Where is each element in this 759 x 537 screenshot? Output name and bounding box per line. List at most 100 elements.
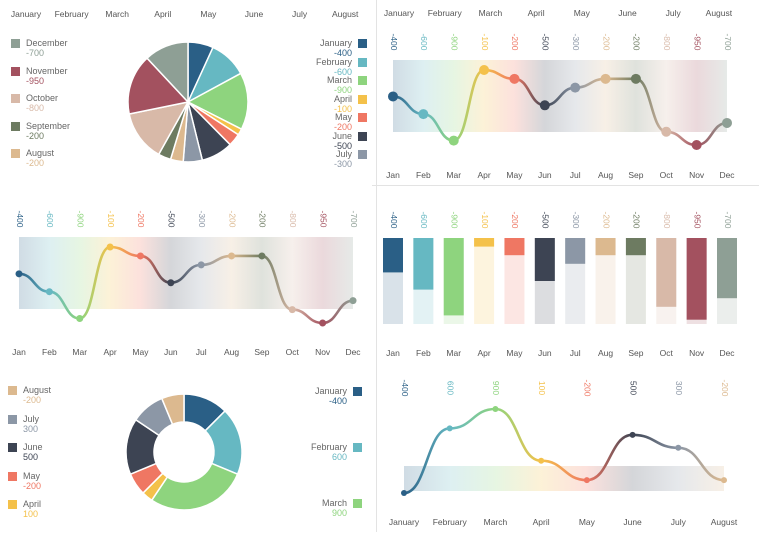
x-tick-label: Nov xyxy=(315,347,331,357)
value-label: -600 xyxy=(419,211,429,228)
bar xyxy=(595,238,616,256)
data-point xyxy=(448,135,459,146)
legend-label: May xyxy=(23,470,41,481)
legend-text: May -200 xyxy=(334,112,352,132)
month-label: August xyxy=(332,9,359,19)
legend-label: September xyxy=(26,120,71,131)
bar xyxy=(686,238,707,320)
data-point xyxy=(388,91,398,102)
month-label: April xyxy=(154,9,171,19)
legend-swatch xyxy=(353,387,362,396)
x-tick-label: Jan xyxy=(386,170,400,180)
x-tick-label: April xyxy=(533,517,550,527)
bar xyxy=(717,238,737,299)
data-point xyxy=(15,270,23,278)
value-label: 500 xyxy=(628,381,638,395)
x-tick-label: Feb xyxy=(416,170,431,180)
bar-track xyxy=(504,238,525,324)
data-point xyxy=(539,100,550,111)
legend-label: March xyxy=(321,498,347,508)
legend-label: November xyxy=(26,65,68,76)
legend-swatch xyxy=(11,149,20,158)
legend-item: June -500 xyxy=(332,131,367,151)
value-label: -200 xyxy=(258,210,268,227)
x-tick-label: Feb xyxy=(42,347,57,357)
data-point xyxy=(722,117,732,128)
x-tick-label: July xyxy=(671,517,687,527)
x-tick-label: February xyxy=(433,517,468,527)
x-tick-label: Jan xyxy=(12,347,26,357)
value-label: -500 xyxy=(541,211,551,228)
value-label: -950 xyxy=(318,210,328,227)
legend-label: April xyxy=(23,499,42,509)
legend-item: April 100 xyxy=(8,499,41,519)
x-tick-label: May xyxy=(579,517,596,527)
x-tick-label: Jun xyxy=(538,348,552,358)
month-label: March xyxy=(105,9,129,19)
x-tick-label: Jun xyxy=(538,170,552,180)
x-tick-label: Nov xyxy=(689,170,705,180)
data-point xyxy=(319,319,327,327)
value-label: -300 xyxy=(197,210,207,227)
legend-value: -200 xyxy=(333,122,352,132)
x-tick-label: June xyxy=(623,517,642,527)
pie-chart-panel: January February March April May June July Augu… xyxy=(0,0,376,185)
legend-value: -900 xyxy=(333,85,352,95)
x-tick-label: Dec xyxy=(719,170,735,180)
legend-swatch xyxy=(11,39,20,48)
line-chart-top: -400 -600 -900 -100 -200 -500 -300 -200 -200 -800… xyxy=(384,8,735,180)
legend-text: February 600 xyxy=(311,442,347,462)
value-label: -200 xyxy=(720,379,730,396)
data-point xyxy=(197,261,205,269)
month-label: July xyxy=(292,9,308,19)
legend-value: -300 xyxy=(333,159,352,169)
bar xyxy=(443,238,464,316)
x-tick-label: Apr xyxy=(477,170,490,180)
legend-text: July 300 xyxy=(23,414,39,434)
donut-chart-panel: August -200 July 300 June 500 May -200 April 100 … xyxy=(0,366,376,532)
x-tick-label: Sep xyxy=(628,348,643,358)
legend-label: January xyxy=(319,38,352,48)
bar-track xyxy=(595,238,616,324)
legend-swatch xyxy=(11,94,20,103)
month-label: June xyxy=(245,9,264,19)
data-point xyxy=(349,297,357,305)
value-label: 600 xyxy=(445,381,455,395)
x-tick-label: Sep xyxy=(628,170,643,180)
data-point xyxy=(167,279,175,287)
pie-slice xyxy=(145,41,189,104)
line-chart-middle: -400 -600 -900 -100 -200 -500 -300 -200 -200 -800… xyxy=(12,210,361,357)
donut-chart xyxy=(125,393,243,511)
value-label: -700 xyxy=(349,210,359,227)
legend-swatch xyxy=(353,443,362,452)
x-tick-label: Aug xyxy=(598,170,613,180)
x-tick-label: Jan xyxy=(386,348,400,358)
legend-item: July 300 xyxy=(8,414,39,434)
month-label: May xyxy=(574,8,591,18)
x-tick-label: Jul xyxy=(570,348,581,358)
legend-swatch xyxy=(358,76,367,85)
line-chart-panel-bottom: -400 600 900 100 -200 500 300 -200 January Februa… xyxy=(376,366,759,532)
month-label: January xyxy=(11,9,42,19)
x-tick-label: Jul xyxy=(570,170,581,180)
x-tick-label: Nov xyxy=(689,348,705,358)
data-point xyxy=(691,140,702,150)
value-label: -200 xyxy=(227,210,237,227)
data-point xyxy=(570,82,581,93)
legend-swatch xyxy=(358,57,367,67)
legend-swatch xyxy=(358,131,367,141)
data-point xyxy=(288,306,296,314)
legend-label: March xyxy=(326,75,352,85)
x-tick-label: Mar xyxy=(446,348,461,358)
legend-item: May -200 xyxy=(8,471,41,491)
value-label: -200 xyxy=(632,33,642,50)
data-point xyxy=(136,252,144,260)
legend-item: April -100 xyxy=(334,94,367,114)
data-point xyxy=(45,288,53,296)
pie-slice xyxy=(160,393,185,426)
month-label: February xyxy=(55,9,90,19)
value-label: -400 xyxy=(15,210,25,227)
value-label: -200 xyxy=(601,211,611,228)
legend-text: December -700 xyxy=(26,38,68,58)
pie-chart: January February March April May June July Augu… xyxy=(11,9,359,163)
